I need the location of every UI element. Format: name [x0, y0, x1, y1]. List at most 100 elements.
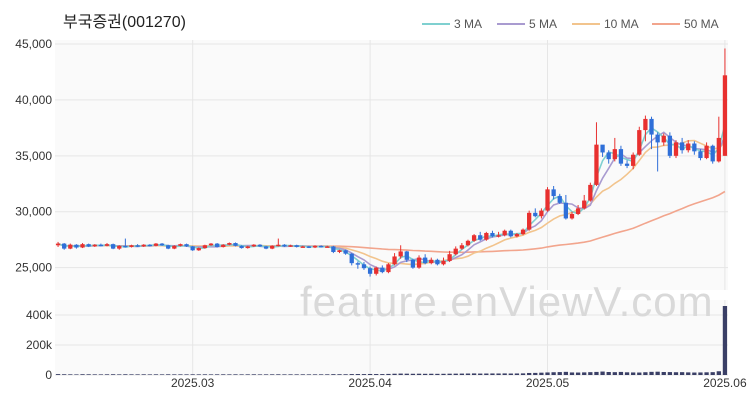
candle-body — [117, 245, 122, 249]
volume-bar — [184, 374, 189, 375]
volume-bar — [416, 373, 422, 375]
volume-bar — [110, 374, 116, 375]
candle — [575, 205, 581, 216]
volume-bar — [582, 372, 587, 375]
volume-bar — [190, 374, 195, 375]
volume-bar — [221, 374, 226, 375]
candle — [423, 254, 428, 265]
candle — [343, 249, 348, 255]
candle-body — [166, 245, 171, 249]
candle-body — [416, 257, 422, 268]
volume-bar — [704, 372, 709, 375]
candle-body — [686, 143, 691, 151]
volume-bar — [270, 374, 275, 375]
candle-body — [92, 244, 97, 247]
volume-bar — [520, 373, 526, 375]
candle — [214, 243, 220, 248]
candle — [374, 266, 379, 276]
candle — [306, 245, 312, 249]
volume-bar — [533, 372, 538, 375]
volume-bar — [117, 374, 122, 375]
candle — [92, 244, 97, 247]
volume-bar — [104, 374, 110, 375]
candle — [184, 243, 189, 247]
candle — [312, 245, 318, 249]
candle — [533, 208, 538, 218]
candle-body — [404, 251, 409, 260]
candle-body — [86, 244, 91, 247]
candle — [520, 228, 526, 236]
volume-tick-label: 0 — [45, 368, 52, 382]
volume-bar — [331, 374, 336, 375]
candle — [606, 150, 611, 164]
chart-title: 부국증권(001270) — [63, 13, 186, 31]
candle-body — [673, 142, 679, 156]
candle-body — [643, 118, 648, 131]
candle — [208, 243, 214, 246]
candle-body — [502, 230, 507, 236]
price-tick-label: 30,000 — [15, 205, 52, 219]
candle — [710, 144, 715, 164]
volume-bar — [631, 372, 636, 375]
candle — [398, 245, 403, 259]
volume-bar — [692, 372, 697, 375]
candle-body — [704, 145, 709, 159]
candle — [631, 152, 636, 170]
legend-label: 5 MA — [529, 17, 557, 31]
volume-bar — [410, 373, 416, 375]
candle — [698, 149, 703, 161]
candle-body — [270, 245, 275, 249]
candle-body — [98, 244, 104, 247]
volume-bar — [698, 372, 703, 375]
volume-bar — [239, 374, 244, 375]
candle-body — [459, 245, 465, 249]
candle-body — [104, 244, 110, 246]
candle-body — [588, 184, 593, 201]
volume-bar — [306, 374, 312, 375]
candle-body — [349, 253, 354, 264]
date-axis: 2025.03 2025.04 2025.05 2025.06 — [171, 376, 747, 390]
candle-body — [135, 245, 140, 247]
candle — [612, 137, 617, 162]
candle — [74, 244, 79, 249]
candle-body — [514, 234, 520, 237]
volume-bar — [159, 374, 165, 375]
candle-body — [318, 245, 324, 248]
candle-body — [172, 245, 177, 249]
legend-label: 3 MA — [454, 17, 482, 31]
candle-body — [276, 244, 281, 247]
candle-body — [392, 256, 397, 265]
volume-bar — [62, 374, 67, 375]
candle-body — [508, 230, 513, 237]
candle — [410, 258, 416, 269]
candle — [508, 229, 513, 238]
volume-bar — [325, 374, 330, 375]
volume-bar — [563, 371, 569, 375]
price-tick-label: 45,000 — [15, 37, 52, 51]
grid — [55, 40, 728, 376]
candle-body — [141, 244, 146, 247]
candle — [588, 182, 593, 202]
candle-body — [80, 244, 85, 248]
volume-bar — [545, 372, 550, 375]
candle — [135, 244, 140, 247]
candle-body — [496, 235, 501, 237]
volume-bar — [147, 374, 152, 375]
volume-bar — [141, 374, 146, 375]
candle-body — [655, 134, 660, 143]
candle — [282, 244, 287, 247]
candle-body — [208, 243, 214, 246]
candle-body — [331, 246, 336, 252]
candle — [386, 263, 391, 274]
candle — [618, 145, 624, 166]
volume-bar — [202, 374, 208, 375]
candle — [459, 243, 465, 250]
candle — [594, 122, 599, 187]
candle-body — [606, 152, 611, 160]
volume-bar — [166, 374, 171, 375]
volume-bar — [135, 374, 140, 375]
candle-body — [343, 250, 348, 254]
date-tick-label: 2025.06 — [703, 376, 747, 390]
candle — [263, 245, 269, 250]
